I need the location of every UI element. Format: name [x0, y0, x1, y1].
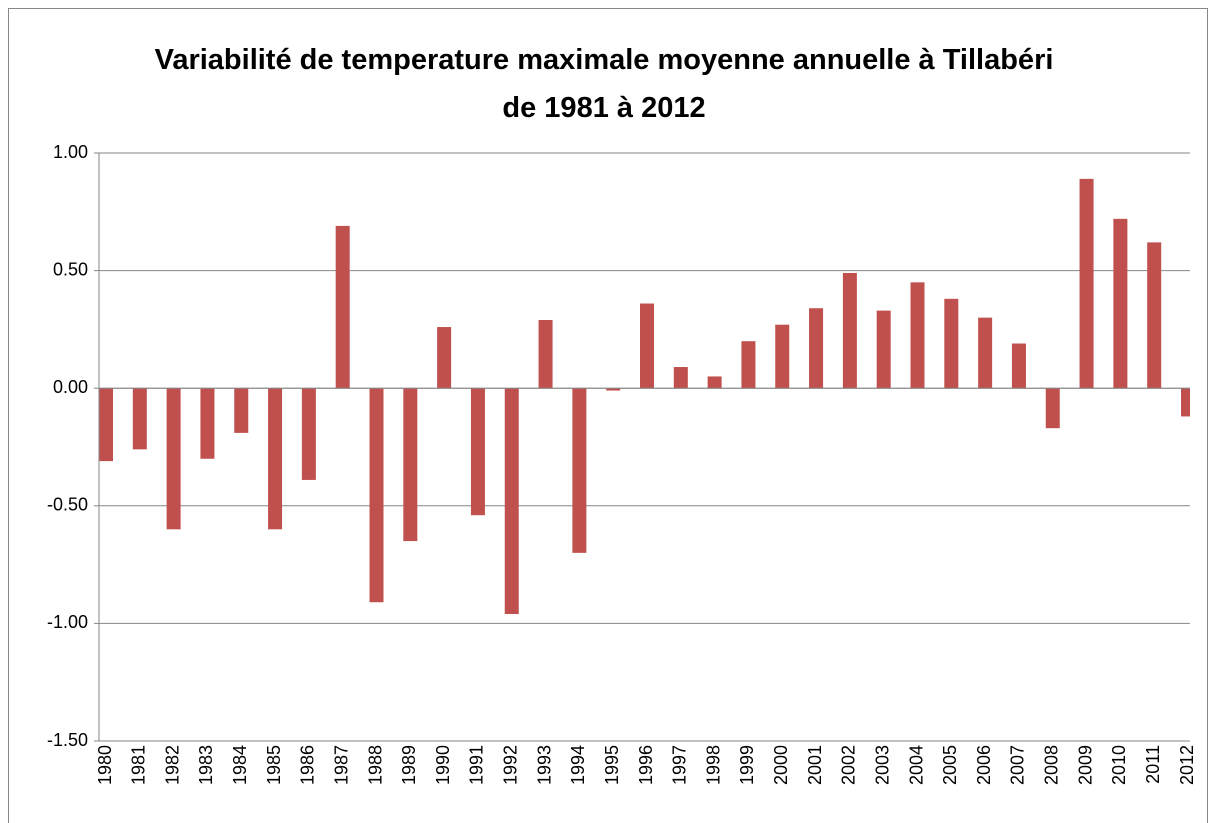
x-tick-label: 1999	[737, 745, 757, 785]
grid	[99, 152, 1190, 742]
bar	[775, 324, 790, 389]
bar	[978, 317, 993, 389]
x-tick-label: 1996	[636, 745, 656, 785]
x-tick-label: 2010	[1109, 745, 1129, 785]
x-tick-label: 2000	[771, 745, 791, 785]
y-tick-label: -1.50	[47, 730, 88, 750]
chart-border	[8, 8, 1208, 823]
bar	[335, 225, 350, 389]
x-tick-label: 1994	[568, 745, 588, 785]
bar	[876, 310, 891, 389]
bar	[504, 388, 519, 614]
x-tick-label: 1990	[433, 745, 453, 785]
bar	[538, 319, 553, 389]
y-tick-label: -1.00	[47, 612, 88, 632]
bar	[437, 327, 452, 389]
bar	[640, 303, 654, 389]
x-tick-label: 1987	[331, 745, 351, 785]
x-tick-label: 2011	[1143, 745, 1163, 784]
x-tick-label: 1995	[602, 745, 622, 785]
bar	[1045, 388, 1060, 429]
x-tick-label: 2001	[805, 745, 825, 785]
bar	[1113, 218, 1128, 389]
chart-title: Variabilité de temperature maximale moye…	[154, 44, 1054, 124]
bar	[99, 388, 113, 462]
bar	[132, 388, 147, 450]
x-tick-label: 2009	[1075, 745, 1095, 785]
x-tick-label: 1984	[230, 745, 250, 785]
x-tick-label: 1992	[501, 745, 521, 785]
bar	[403, 388, 418, 542]
x-tick-label: 1997	[670, 745, 690, 785]
bar	[809, 308, 824, 389]
x-tick-label: 2006	[974, 745, 994, 785]
bar	[1181, 388, 1190, 417]
bar	[470, 388, 485, 516]
bar	[369, 388, 384, 603]
bar	[200, 388, 215, 459]
x-tick-label: 1991	[467, 745, 487, 785]
bar	[944, 298, 959, 389]
bar	[606, 388, 621, 391]
x-tick-label: 2005	[940, 745, 960, 785]
x-tick-label: 1981	[129, 745, 149, 785]
bar	[234, 388, 249, 433]
y-tick-label: -0.50	[47, 495, 88, 515]
x-tick-label: 2004	[906, 745, 926, 785]
x-tick-label: 1998	[703, 745, 723, 785]
x-tick-label: 2012	[1177, 745, 1197, 785]
y-tick-label: 0.00	[53, 377, 88, 397]
x-tick-label: 1993	[534, 745, 554, 785]
x-tick-label: 1982	[162, 745, 182, 785]
bar	[1147, 242, 1162, 389]
bar	[707, 376, 722, 389]
x-tick-label: 1983	[196, 745, 216, 785]
bar	[572, 388, 587, 553]
bar	[268, 388, 283, 530]
x-tick-label: 1989	[399, 745, 419, 785]
x-tick-label: 1986	[298, 745, 318, 785]
y-tick-label: 0.50	[53, 259, 88, 279]
bar	[910, 282, 925, 389]
x-tick-label: 1988	[365, 745, 385, 785]
x-tick-label: 1985	[264, 745, 284, 785]
bar	[673, 367, 688, 389]
bar	[1011, 343, 1026, 389]
bar	[301, 388, 316, 480]
x-tick-label: 2007	[1008, 745, 1028, 785]
bars	[99, 178, 1190, 614]
x-tick-label: 2002	[839, 745, 859, 785]
x-tick-label: 2008	[1042, 745, 1062, 785]
bar	[741, 341, 756, 389]
x-tick-label: 1980	[95, 745, 115, 785]
bar	[166, 388, 181, 530]
bar	[1079, 178, 1094, 389]
axes: -1.50 -1.00 -0.50 0.00 0.50 1.00 1980 1981 1982 1…	[47, 142, 1197, 785]
y-tick-label: 1.00	[53, 142, 88, 162]
x-tick-label: 2003	[872, 745, 892, 785]
bar	[842, 272, 857, 389]
